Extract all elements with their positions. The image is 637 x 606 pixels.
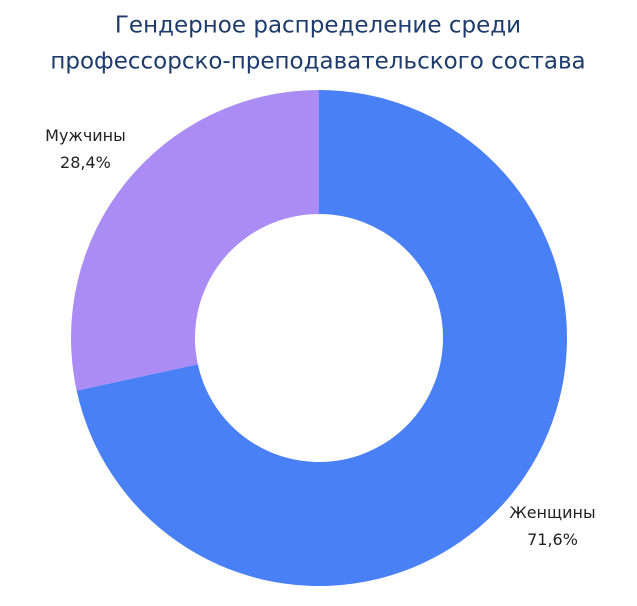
chart-title: Гендерное распределение среди <box>115 13 521 39</box>
slice-label: Мужчины <box>45 126 126 145</box>
slice-value-label: 28,4% <box>60 153 111 172</box>
donut-slice <box>70 90 319 391</box>
slice-value-label: 71,6% <box>527 530 578 549</box>
donut-slice <box>76 90 568 586</box>
chart-title: профессорско-преподавательского состава <box>50 49 585 75</box>
slice-label: Женщины <box>509 503 595 522</box>
